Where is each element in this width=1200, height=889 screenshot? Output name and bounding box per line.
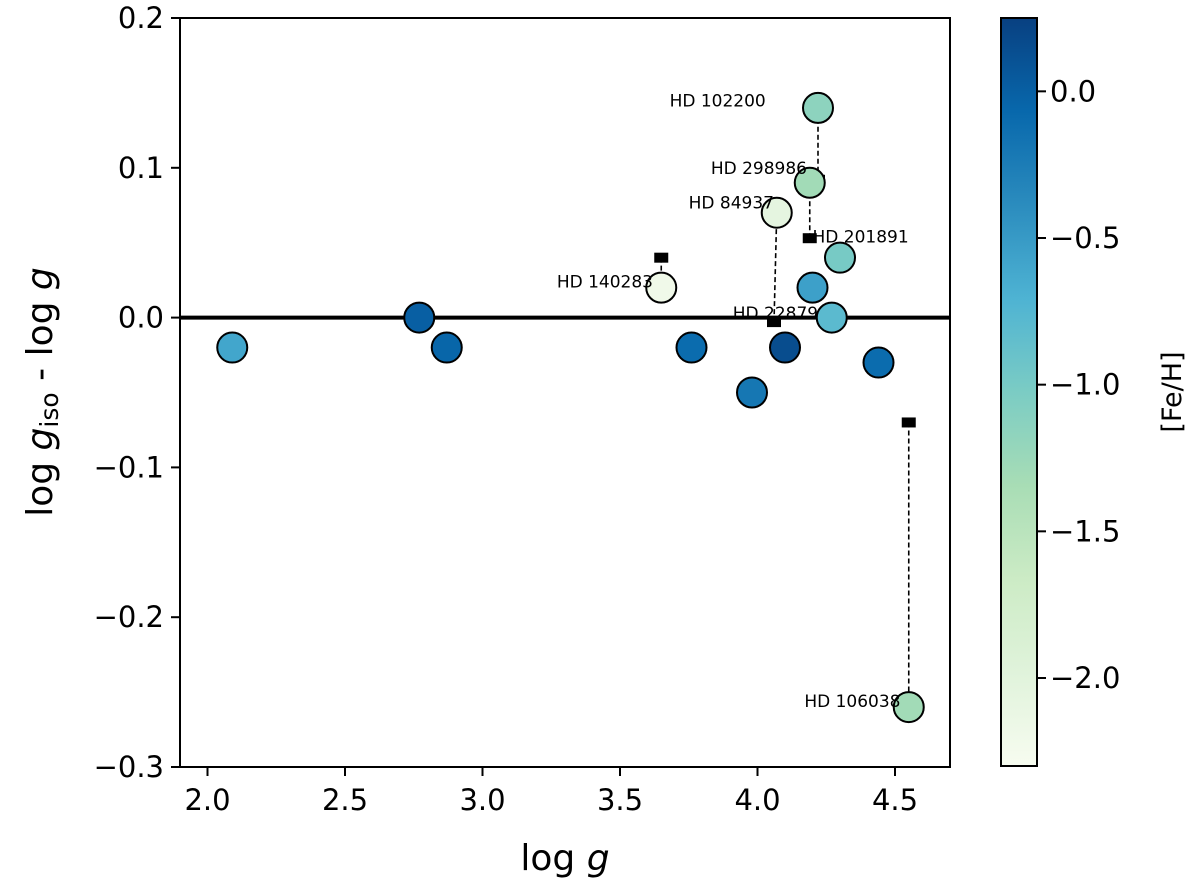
data-point — [796, 271, 829, 304]
star-label: HD 140283 — [557, 273, 653, 293]
star-label: HD 84937 — [689, 193, 774, 213]
y-axis-title: log giso - log g — [20, 267, 64, 517]
colorbar-ticks: 0.0 −0.5 −1.0 −1.5 −2.0 — [1037, 74, 1120, 695]
data-point — [892, 691, 925, 724]
isochrone-marker — [802, 233, 817, 244]
x-axis: 2.0 2.5 3.0 3.5 4.0 4.5 — [184, 767, 918, 817]
star-label: HD 298986 — [711, 159, 807, 179]
x-axis-title: log g — [520, 838, 609, 879]
data-point — [645, 271, 678, 304]
data-point — [815, 301, 848, 334]
data-point — [430, 331, 463, 364]
data-point — [403, 301, 436, 334]
x-tick-label: 4.5 — [872, 783, 918, 817]
data-point — [675, 331, 708, 364]
data-point — [862, 346, 895, 379]
colorbar-tick-label: −0.5 — [1050, 221, 1120, 255]
x-tick-label: 3.0 — [459, 783, 505, 817]
colorbar-tick-label: −1.0 — [1050, 368, 1120, 402]
y-tick-label: 0.1 — [118, 151, 164, 185]
star-label: HD 102200 — [670, 91, 766, 111]
isochrone-marker — [654, 252, 669, 263]
y-tick-label: 0.0 — [118, 301, 164, 335]
data-point — [802, 91, 834, 124]
data-point — [793, 166, 826, 199]
y-tick-label: −0.3 — [94, 750, 164, 784]
y-tick-label: −0.2 — [94, 600, 164, 634]
annotation-layer: HD 102200 HD 298986 HD 84937 HD 201891 HD 14… — [557, 91, 909, 712]
data-point — [216, 331, 249, 364]
colorbar-title: [Fe/H] — [1157, 351, 1188, 432]
colorbar-tick-label: 0.0 — [1050, 74, 1096, 108]
star-label: HD 22879 — [733, 304, 818, 324]
x-tick-label: 3.5 — [597, 783, 643, 817]
y-tick-label: −0.1 — [94, 450, 164, 484]
plot-frame — [179, 17, 951, 768]
y-axis: 0.2 0.1 0.0 −0.1 −0.2 −0.3 — [94, 1, 180, 784]
x-tick-label: 2.5 — [322, 783, 368, 817]
colorbar-tick-label: −2.0 — [1050, 661, 1120, 695]
data-point — [824, 241, 856, 274]
star-label: HD 106038 — [804, 692, 900, 712]
colorbar-gradient — [1000, 17, 1038, 767]
colorbar: 0.0 −0.5 −1.0 −1.5 −2.0 [Fe/H] — [1000, 17, 1188, 767]
data-point — [769, 331, 801, 364]
point-layer — [216, 91, 925, 724]
x-tick-label: 2.0 — [184, 783, 230, 817]
isochrone-marker — [901, 417, 916, 428]
data-point — [736, 376, 768, 409]
x-tick-label: 4.0 — [734, 783, 780, 817]
y-tick-label: 0.2 — [118, 1, 164, 35]
data-point — [760, 196, 793, 229]
star-label: HD 201891 — [813, 228, 909, 248]
connector-line — [773, 212, 778, 323]
isochrone-marker — [767, 317, 781, 328]
colorbar-tick-label: −1.5 — [1050, 514, 1120, 548]
